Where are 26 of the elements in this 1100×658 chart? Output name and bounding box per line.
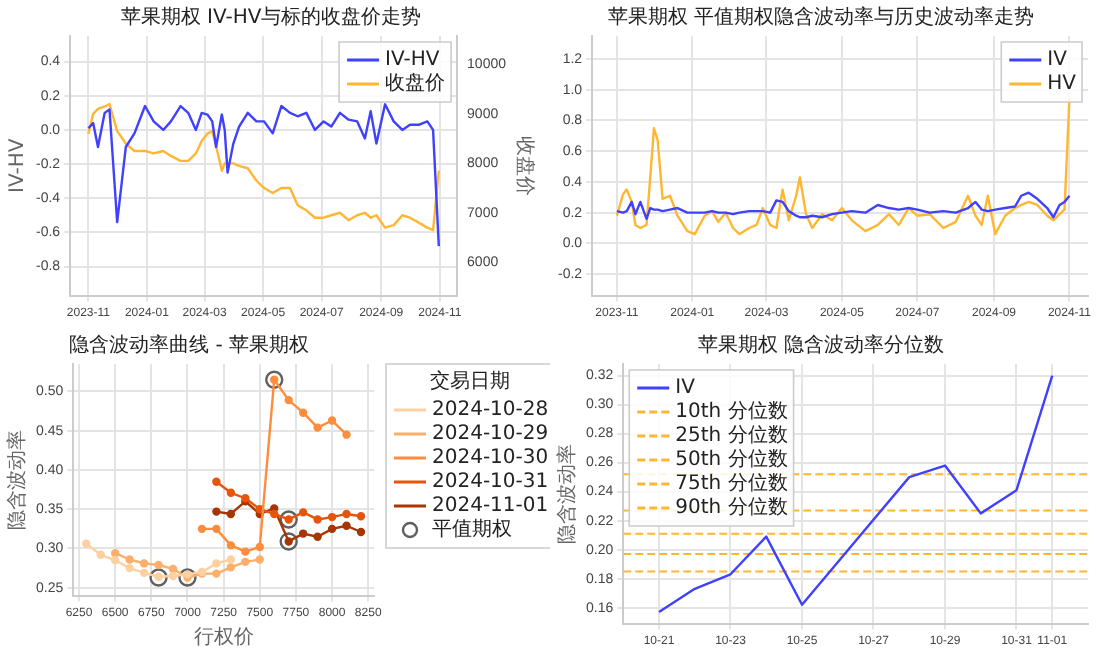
legend-label: 90th 分位数 (675, 495, 788, 520)
legend-label: 收盘价 (385, 71, 446, 96)
y-axis-title: IV-HV (7, 138, 30, 193)
legend-label: 2024-10-31 (432, 471, 549, 494)
legend-label: 2024-10-29 (432, 423, 549, 446)
chart-title: 苹果期权 隐含波动率分位数 (697, 333, 945, 358)
y-axis-title: 隐含波动率 (555, 443, 580, 544)
chart-title: 苹果期权 平值期权隐含波动率与历史波动率走势 (607, 5, 1035, 30)
legend-label: 2024-11-01 (432, 495, 549, 518)
legend-label: IV (1047, 49, 1068, 72)
x-axis-title: 行权价 (193, 625, 254, 650)
legend-label: HV (1047, 73, 1077, 96)
legend-title: 交易日期 (430, 369, 511, 394)
chart-title: 苹果期权 IV-HV与标的收盘价走势 (120, 5, 422, 30)
y-axis-title: 隐含波动率 (5, 429, 30, 530)
legend-label: 2024-10-28 (432, 399, 549, 422)
legend-label: 50th 分位数 (675, 447, 788, 472)
y2-axis-title: 收盘价 (512, 135, 537, 196)
legend-label: 平值期权 (432, 517, 512, 542)
legend-label: IV-HV (385, 49, 440, 72)
legend-label: 75th 分位数 (675, 471, 788, 496)
legend-label: 10th 分位数 (675, 399, 788, 424)
legend-label: IV (675, 377, 696, 400)
chart-title: 隐含波动率曲线 - 苹果期权 (69, 333, 309, 358)
legend-label: 25th 分位数 (675, 423, 788, 448)
legend-label: 2024-10-30 (432, 447, 549, 470)
